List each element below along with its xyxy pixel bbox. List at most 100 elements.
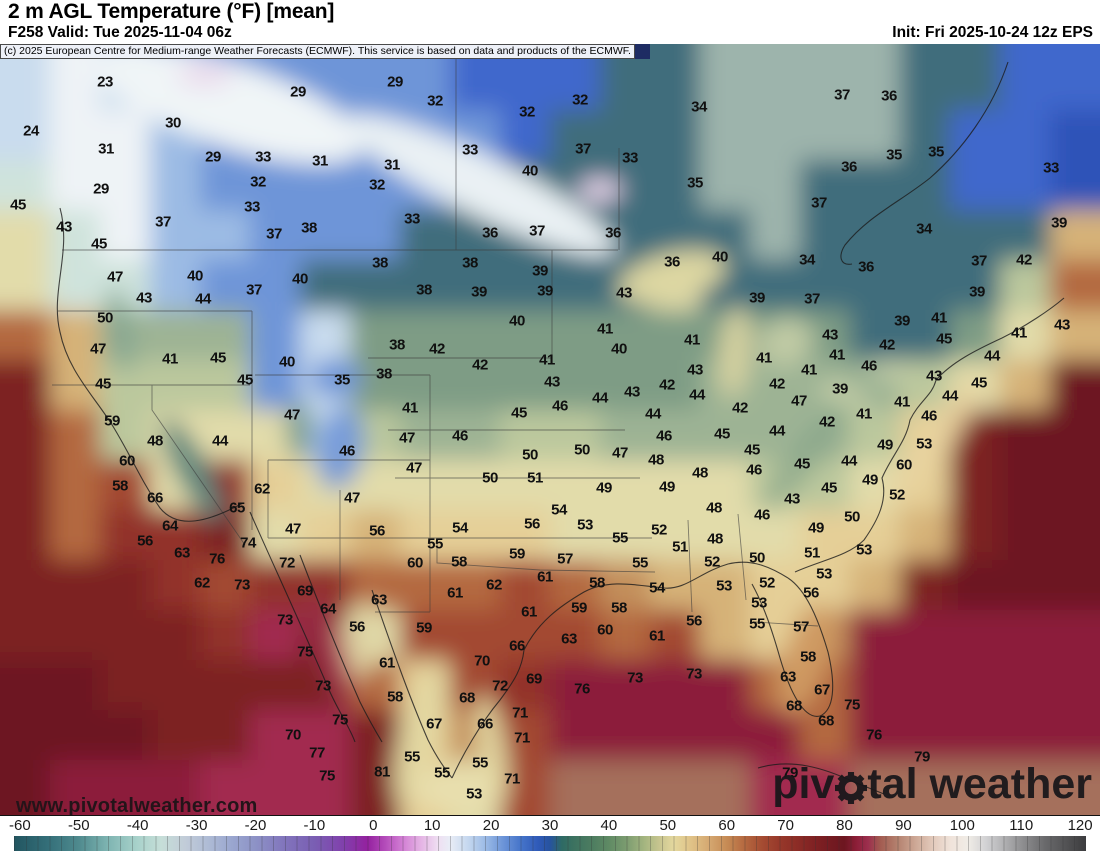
temp-label: 31 (312, 152, 328, 170)
temp-label: 45 (971, 374, 987, 392)
init-time: Init: Fri 2025-10-24 12z EPS (892, 24, 1093, 41)
temp-label: 73 (315, 677, 331, 695)
temp-label: 71 (512, 704, 528, 722)
temp-label: 43 (624, 383, 640, 401)
temp-label: 70 (285, 726, 301, 744)
logo-text-piv: piv (772, 760, 835, 808)
temp-label: 69 (526, 670, 542, 688)
temp-label: 34 (691, 98, 707, 116)
temp-label: 63 (780, 668, 796, 686)
temp-label: 43 (544, 373, 560, 391)
scale-tick: 110 (1009, 817, 1034, 834)
temp-label: 48 (648, 451, 664, 469)
temp-label: 32 (427, 92, 443, 110)
temp-label: 53 (856, 541, 872, 559)
temp-label: 66 (477, 715, 493, 733)
temp-label: 41 (856, 405, 872, 423)
temp-label: 43 (56, 218, 72, 236)
temp-label: 55 (404, 748, 420, 766)
scale-tick: 80 (836, 817, 853, 834)
temp-label: 45 (237, 371, 253, 389)
temp-label: 29 (290, 83, 306, 101)
temp-label: 44 (942, 387, 958, 405)
temp-label: 45 (10, 196, 26, 214)
temp-label: 41 (801, 361, 817, 379)
temp-label: 23 (97, 73, 113, 91)
temp-label: 43 (687, 361, 703, 379)
temp-label: 53 (916, 435, 932, 453)
temp-label: 42 (879, 336, 895, 354)
temp-label: 49 (862, 471, 878, 489)
temp-label: 53 (816, 565, 832, 583)
temp-label: 64 (320, 600, 336, 618)
temp-label: 71 (504, 770, 520, 788)
logo-text-tal-weather: tal weather (867, 760, 1092, 808)
temp-label: 75 (332, 711, 348, 729)
temp-label: 74 (240, 534, 256, 552)
terrain-accents (96, 46, 981, 812)
temp-label: 59 (509, 545, 525, 563)
temp-label: 52 (704, 553, 720, 571)
temp-label: 35 (928, 143, 944, 161)
temp-label: 58 (112, 477, 128, 495)
temp-label: 60 (119, 452, 135, 470)
scale-tick: 60 (718, 817, 736, 834)
temp-label: 45 (511, 404, 527, 422)
temp-label: 24 (23, 122, 39, 140)
temp-label: 49 (808, 519, 824, 537)
temp-label: 32 (572, 91, 588, 109)
temp-label: 54 (551, 501, 567, 519)
temp-label: 52 (889, 486, 905, 504)
temp-label: 69 (297, 582, 313, 600)
page-title: 2 m AGL Temperature (°F) [mean] (8, 0, 335, 23)
temp-label: 50 (749, 549, 765, 567)
temp-label: 41 (539, 351, 555, 369)
temp-label: 29 (93, 180, 109, 198)
temp-label: 40 (292, 270, 308, 288)
temp-label: 39 (537, 282, 553, 300)
temp-label: 42 (819, 413, 835, 431)
temp-label: 33 (404, 210, 420, 228)
temp-label: 79 (782, 764, 798, 782)
temp-label: 46 (339, 442, 355, 460)
temp-label: 37 (529, 222, 545, 240)
temp-label: 44 (769, 422, 785, 440)
temp-label: 47 (285, 520, 301, 538)
scale-tick: -40 (126, 817, 149, 834)
temp-label: 42 (1016, 251, 1032, 269)
temp-label: 58 (589, 574, 605, 592)
temp-label: 29 (387, 73, 403, 91)
temp-label: 48 (706, 499, 722, 517)
temp-label: 54 (452, 519, 468, 537)
temp-label: 41 (894, 393, 910, 411)
temp-label: 38 (416, 281, 432, 299)
temp-label: 58 (800, 648, 816, 666)
temp-label: 35 (687, 174, 703, 192)
temp-label: 30 (165, 114, 181, 132)
temp-label: 44 (841, 452, 857, 470)
temp-label: 41 (162, 350, 178, 368)
temp-label: 54 (649, 579, 665, 597)
scale-tick: 100 (949, 817, 975, 834)
scale-tick: -20 (244, 817, 267, 834)
temp-label: 44 (645, 405, 661, 423)
temp-label: 56 (803, 584, 819, 602)
temp-label: 35 (334, 371, 350, 389)
temp-label: 49 (659, 478, 675, 496)
temp-label: 63 (371, 591, 387, 609)
temp-label: 43 (1054, 316, 1070, 334)
temp-label: 36 (841, 158, 857, 176)
temp-label: 61 (649, 627, 665, 645)
temp-label: 60 (407, 554, 423, 572)
scale-tick: 20 (482, 817, 500, 834)
temp-label: 37 (834, 86, 850, 104)
temp-label: 37 (971, 252, 987, 270)
temp-label: 36 (881, 87, 897, 105)
temp-label: 32 (369, 176, 385, 194)
temp-label: 43 (136, 289, 152, 307)
header: 2 m AGL Temperature (°F) [mean] F258 Val… (0, 0, 1100, 44)
copyright-text: (c) 2025 European Centre for Medium-rang… (0, 44, 635, 59)
temp-label: 44 (195, 290, 211, 308)
temp-label: 44 (592, 389, 608, 407)
temp-label: 33 (622, 149, 638, 167)
